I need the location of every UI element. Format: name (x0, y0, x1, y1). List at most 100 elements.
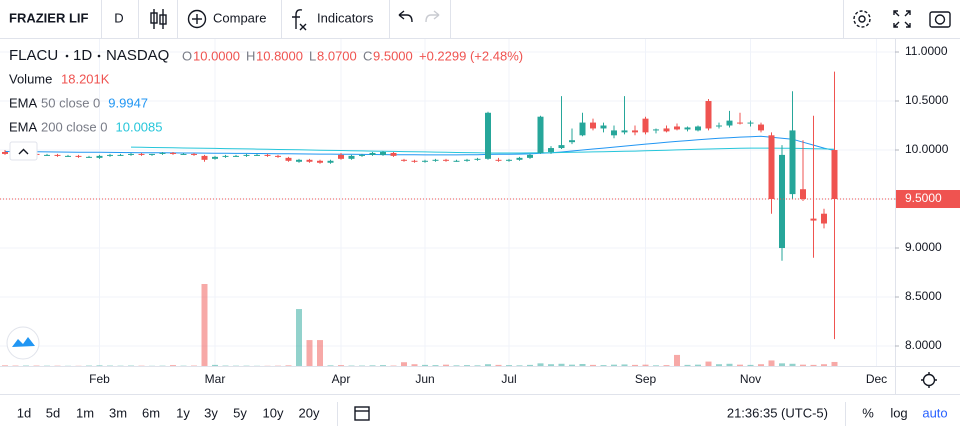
candle-body (810, 218, 817, 221)
volume-bar (737, 364, 743, 366)
auto-toggle[interactable]: auto (922, 405, 947, 420)
candle-body (201, 155, 208, 160)
redo-button[interactable] (425, 10, 440, 23)
compare-button[interactable] (187, 9, 207, 29)
volume-bar (663, 365, 670, 366)
candle-body (600, 125, 607, 129)
undo-button[interactable] (398, 10, 413, 23)
volume-bar (611, 364, 617, 366)
candle-body (821, 213, 827, 224)
x-tick-label: Apr (332, 372, 351, 386)
ema-line (4, 135, 835, 156)
ohlc-key: L (309, 48, 316, 63)
candle-body (138, 153, 145, 155)
candle-body (558, 145, 565, 149)
x-tick-label: Sep (635, 372, 657, 386)
candle-body (222, 155, 229, 157)
candle-body (474, 158, 481, 160)
range-button[interactable]: 6m (142, 405, 160, 420)
axis-settings-button[interactable] (921, 372, 937, 388)
y-tick-label: 9.0000 (905, 240, 942, 254)
candle-body (495, 159, 502, 161)
candle-body (579, 122, 586, 136)
candle-body (117, 154, 124, 156)
range-button[interactable]: 1d (17, 405, 31, 420)
volume-name: Volume (9, 71, 52, 86)
candle-body (359, 154, 365, 156)
candle-body (254, 154, 260, 156)
volume-value: 18.201K (61, 71, 110, 86)
candle-body (338, 154, 344, 159)
volume-bar (380, 365, 386, 366)
goto-date-button[interactable] (354, 406, 370, 421)
candle-body (380, 151, 386, 155)
volume-bar (369, 365, 376, 366)
candle-body (506, 159, 512, 161)
candle-body (233, 155, 239, 157)
logo[interactable] (6, 326, 40, 360)
log-toggle[interactable]: log (890, 405, 907, 420)
clock: 21:36:35 (UTC-5) (727, 405, 828, 420)
candle-body (390, 152, 397, 156)
range-button[interactable]: 1m (76, 405, 94, 420)
legend-interval: 1D (73, 47, 92, 64)
candle-body (75, 155, 82, 157)
y-tick-label: 11.0000 (905, 44, 948, 58)
candle-body (653, 129, 659, 131)
candle-body (159, 152, 166, 154)
volume-bar (600, 365, 607, 366)
candle-body (548, 148, 554, 152)
candle-body (443, 159, 449, 161)
fullscreen-button[interactable] (893, 10, 911, 28)
volume-bar (201, 284, 208, 366)
indicator-name: EMA (9, 119, 38, 134)
ohlc-key: H (246, 48, 255, 63)
compare-label[interactable]: Compare (213, 10, 266, 25)
fade (92, 0, 101, 38)
y-tick-label: 10.0000 (905, 142, 949, 156)
indicators-button[interactable] (292, 9, 307, 31)
candle-body (569, 140, 575, 143)
range-button[interactable]: 1y (176, 405, 190, 420)
candle-body (306, 159, 313, 162)
x-tick-label: Jun (415, 372, 434, 386)
last-price-tag (896, 190, 960, 209)
indicator-params: 50 close 0 (41, 95, 100, 110)
volume-bar (558, 363, 565, 366)
range-button[interactable]: 3m (109, 405, 127, 420)
screenshot-button[interactable] (929, 11, 951, 28)
candle-body (747, 122, 754, 124)
percent-toggle[interactable]: % (862, 405, 874, 420)
range-button[interactable]: 3y (204, 405, 218, 420)
candle-body (758, 124, 764, 131)
x-tick-label: Mar (205, 372, 226, 386)
volume-bar (758, 364, 764, 366)
legend-symbol: FLACU (9, 47, 58, 64)
range-button[interactable]: 5d (46, 405, 60, 420)
volume-bar (768, 360, 775, 366)
legend: FLACU 1D NASDAQ O 10.0000 H 10.8000 L 8.… (9, 47, 523, 161)
candle-body (128, 153, 134, 155)
candle-body (831, 150, 838, 200)
collapse-legend-button[interactable] (9, 141, 38, 161)
interval-button[interactable]: D (114, 10, 123, 25)
range-button[interactable]: 20y (299, 405, 320, 420)
chart-type-button[interactable] (150, 9, 167, 29)
symbol-button[interactable]: FRAZIER LIF (9, 10, 88, 25)
candle-body (527, 154, 533, 158)
toolbar-bg (0, 0, 960, 38)
candle-body (726, 120, 733, 126)
ohlc-key: C (363, 48, 372, 63)
bottom-toolbar: 21:36:35 (UTC-5) % log auto 1d 5d 1m 3m 6m 1y… (17, 402, 948, 426)
range-button[interactable]: 5y (233, 405, 247, 420)
indicators-label[interactable]: Indicators (317, 10, 374, 25)
settings-button[interactable] (853, 10, 871, 28)
volume-bar (831, 361, 838, 366)
volume-bar (548, 364, 554, 366)
volume-bar (96, 365, 103, 366)
x-tick-label: Nov (740, 372, 761, 386)
range-button[interactable]: 10y (263, 405, 284, 420)
last-price-label: 9.5000 (905, 191, 942, 205)
candle-body (369, 152, 376, 155)
x-tick-label: Feb (89, 372, 110, 386)
